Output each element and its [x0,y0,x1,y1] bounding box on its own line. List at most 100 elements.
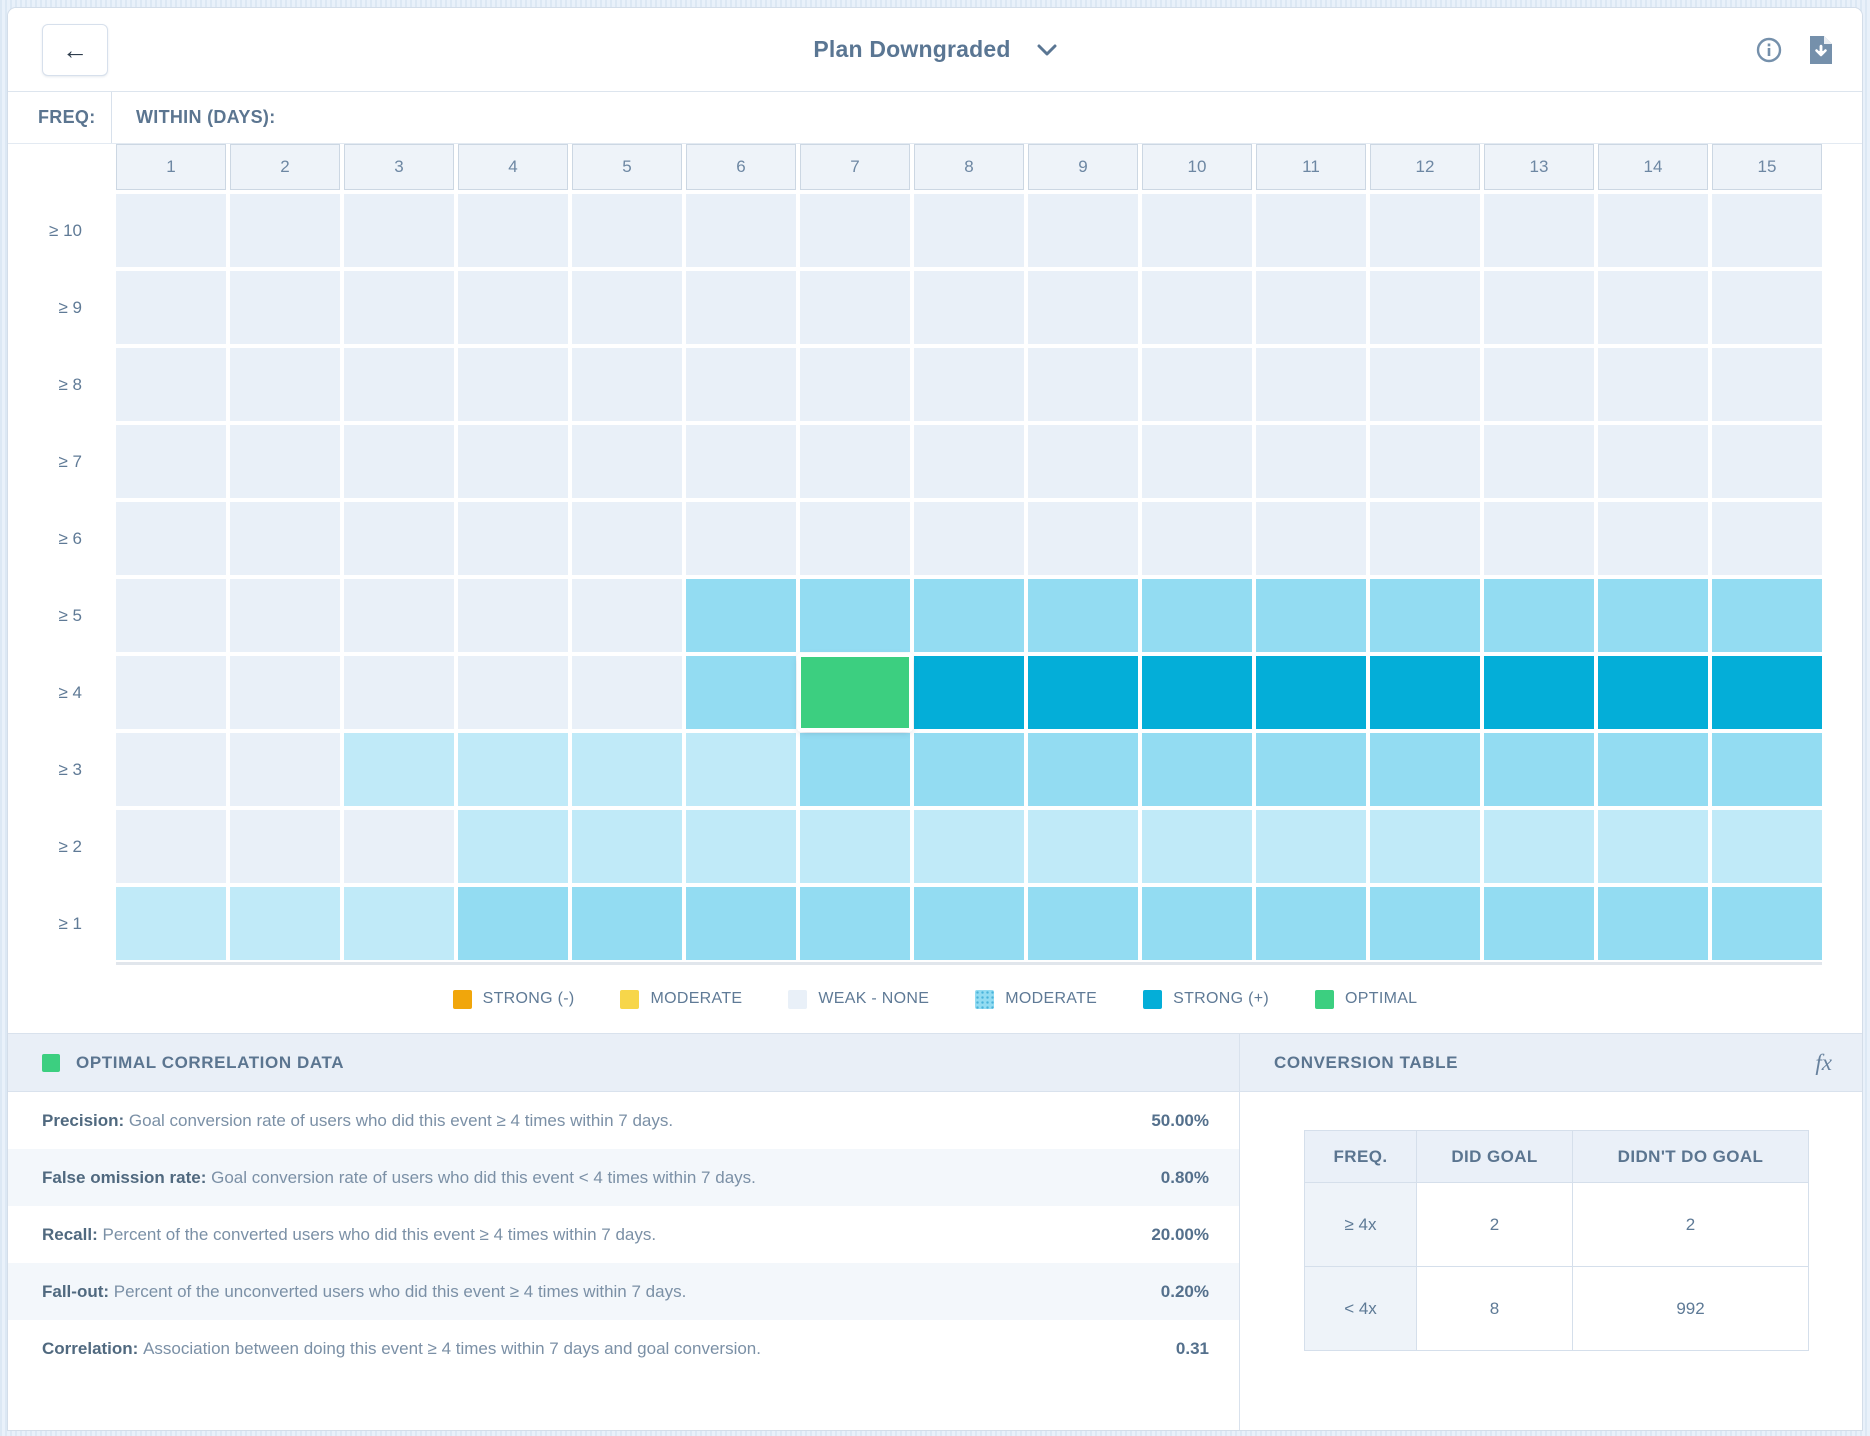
heatmap-cell[interactable] [1598,656,1708,729]
heatmap-cell[interactable] [572,579,682,652]
heatmap-cell[interactable] [800,887,910,960]
heatmap-cell[interactable] [344,579,454,652]
heatmap-cell[interactable] [1370,733,1480,806]
heatmap-cell[interactable] [344,810,454,883]
heatmap-cell[interactable] [1142,194,1252,267]
heatmap-cell[interactable] [686,579,796,652]
heatmap-cell[interactable] [1028,733,1138,806]
heatmap-cell[interactable] [1028,656,1138,729]
heatmap-cell[interactable] [686,348,796,421]
heatmap-cell[interactable] [1598,887,1708,960]
heatmap-cell[interactable] [914,887,1024,960]
heatmap-cell[interactable] [1598,502,1708,575]
heatmap-cell[interactable] [1598,810,1708,883]
heatmap-cell[interactable] [116,271,226,344]
heatmap-cell[interactable] [1142,733,1252,806]
heatmap-cell[interactable] [1028,425,1138,498]
heatmap-cell[interactable] [1484,502,1594,575]
heatmap-cell[interactable] [686,271,796,344]
heatmap-cell[interactable] [1370,425,1480,498]
heatmap-cell[interactable] [116,579,226,652]
heatmap-cell[interactable] [1712,810,1822,883]
heatmap-cell[interactable] [1142,425,1252,498]
heatmap-cell[interactable] [458,425,568,498]
heatmap-cell[interactable] [686,194,796,267]
heatmap-cell[interactable] [1256,810,1366,883]
heatmap-cell[interactable] [344,348,454,421]
heatmap-cell[interactable] [914,271,1024,344]
heatmap-cell[interactable] [1256,348,1366,421]
heatmap-cell[interactable] [914,348,1024,421]
heatmap-cell[interactable] [1256,425,1366,498]
heatmap-cell[interactable] [1256,887,1366,960]
heatmap-cell[interactable] [344,425,454,498]
heatmap-cell[interactable] [116,810,226,883]
heatmap-cell[interactable] [800,271,910,344]
heatmap-cell[interactable] [1028,502,1138,575]
heatmap-cell[interactable] [686,656,796,729]
heatmap-cell[interactable] [1598,733,1708,806]
heatmap-cell[interactable] [572,194,682,267]
heatmap-cell[interactable] [914,502,1024,575]
heatmap-cell[interactable] [1712,194,1822,267]
heatmap-cell[interactable] [230,810,340,883]
heatmap-cell[interactable] [1370,271,1480,344]
heatmap-cell[interactable] [1712,733,1822,806]
heatmap-cell[interactable] [800,733,910,806]
heatmap-cell[interactable] [230,579,340,652]
heatmap-cell[interactable] [914,733,1024,806]
heatmap-cell[interactable] [1484,656,1594,729]
heatmap-cell[interactable] [458,656,568,729]
heatmap-cell[interactable] [572,656,682,729]
heatmap-cell[interactable] [1712,502,1822,575]
heatmap-cell[interactable] [1142,502,1252,575]
heatmap-cell[interactable] [1028,194,1138,267]
heatmap-cell[interactable] [686,733,796,806]
heatmap-cell[interactable] [800,502,910,575]
heatmap-cell[interactable] [1256,579,1366,652]
heatmap-cell[interactable] [1598,194,1708,267]
heatmap-cell[interactable] [458,194,568,267]
heatmap-cell[interactable] [1484,425,1594,498]
heatmap-cell-selected[interactable] [797,653,913,732]
heatmap-cell[interactable] [800,425,910,498]
heatmap-cell[interactable] [1712,579,1822,652]
heatmap-cell[interactable] [686,810,796,883]
heatmap-cell[interactable] [1028,887,1138,960]
heatmap-cell[interactable] [686,502,796,575]
heatmap-cell[interactable] [914,194,1024,267]
heatmap-cell[interactable] [344,733,454,806]
heatmap-cell[interactable] [230,887,340,960]
heatmap-cell[interactable] [458,271,568,344]
heatmap-cell[interactable] [1484,271,1594,344]
heatmap-cell[interactable] [1028,271,1138,344]
heatmap-cell[interactable] [116,425,226,498]
heatmap-cell[interactable] [572,425,682,498]
download-icon[interactable] [1808,35,1832,64]
heatmap-cell[interactable] [800,810,910,883]
heatmap-cell[interactable] [458,810,568,883]
heatmap-cell[interactable] [1370,579,1480,652]
heatmap-cell[interactable] [1598,425,1708,498]
heatmap-cell[interactable] [1712,348,1822,421]
heatmap-cell[interactable] [230,425,340,498]
heatmap-cell[interactable] [914,656,1024,729]
heatmap-cell[interactable] [458,579,568,652]
heatmap-cell[interactable] [1370,348,1480,421]
back-button[interactable]: ← [42,23,108,76]
heatmap-cell[interactable] [116,887,226,960]
heatmap-cell[interactable] [1028,810,1138,883]
heatmap-cell[interactable] [1484,810,1594,883]
heatmap-cell[interactable] [230,271,340,344]
heatmap-cell[interactable] [458,733,568,806]
heatmap-cell[interactable] [1598,579,1708,652]
heatmap-cell[interactable] [1370,656,1480,729]
heatmap-cell[interactable] [344,502,454,575]
heatmap-cell[interactable] [800,194,910,267]
heatmap-cell[interactable] [230,502,340,575]
heatmap-cell[interactable] [116,194,226,267]
heatmap-cell[interactable] [458,348,568,421]
heatmap-cell[interactable] [1370,502,1480,575]
heatmap-cell[interactable] [914,425,1024,498]
heatmap-cell[interactable] [1712,425,1822,498]
